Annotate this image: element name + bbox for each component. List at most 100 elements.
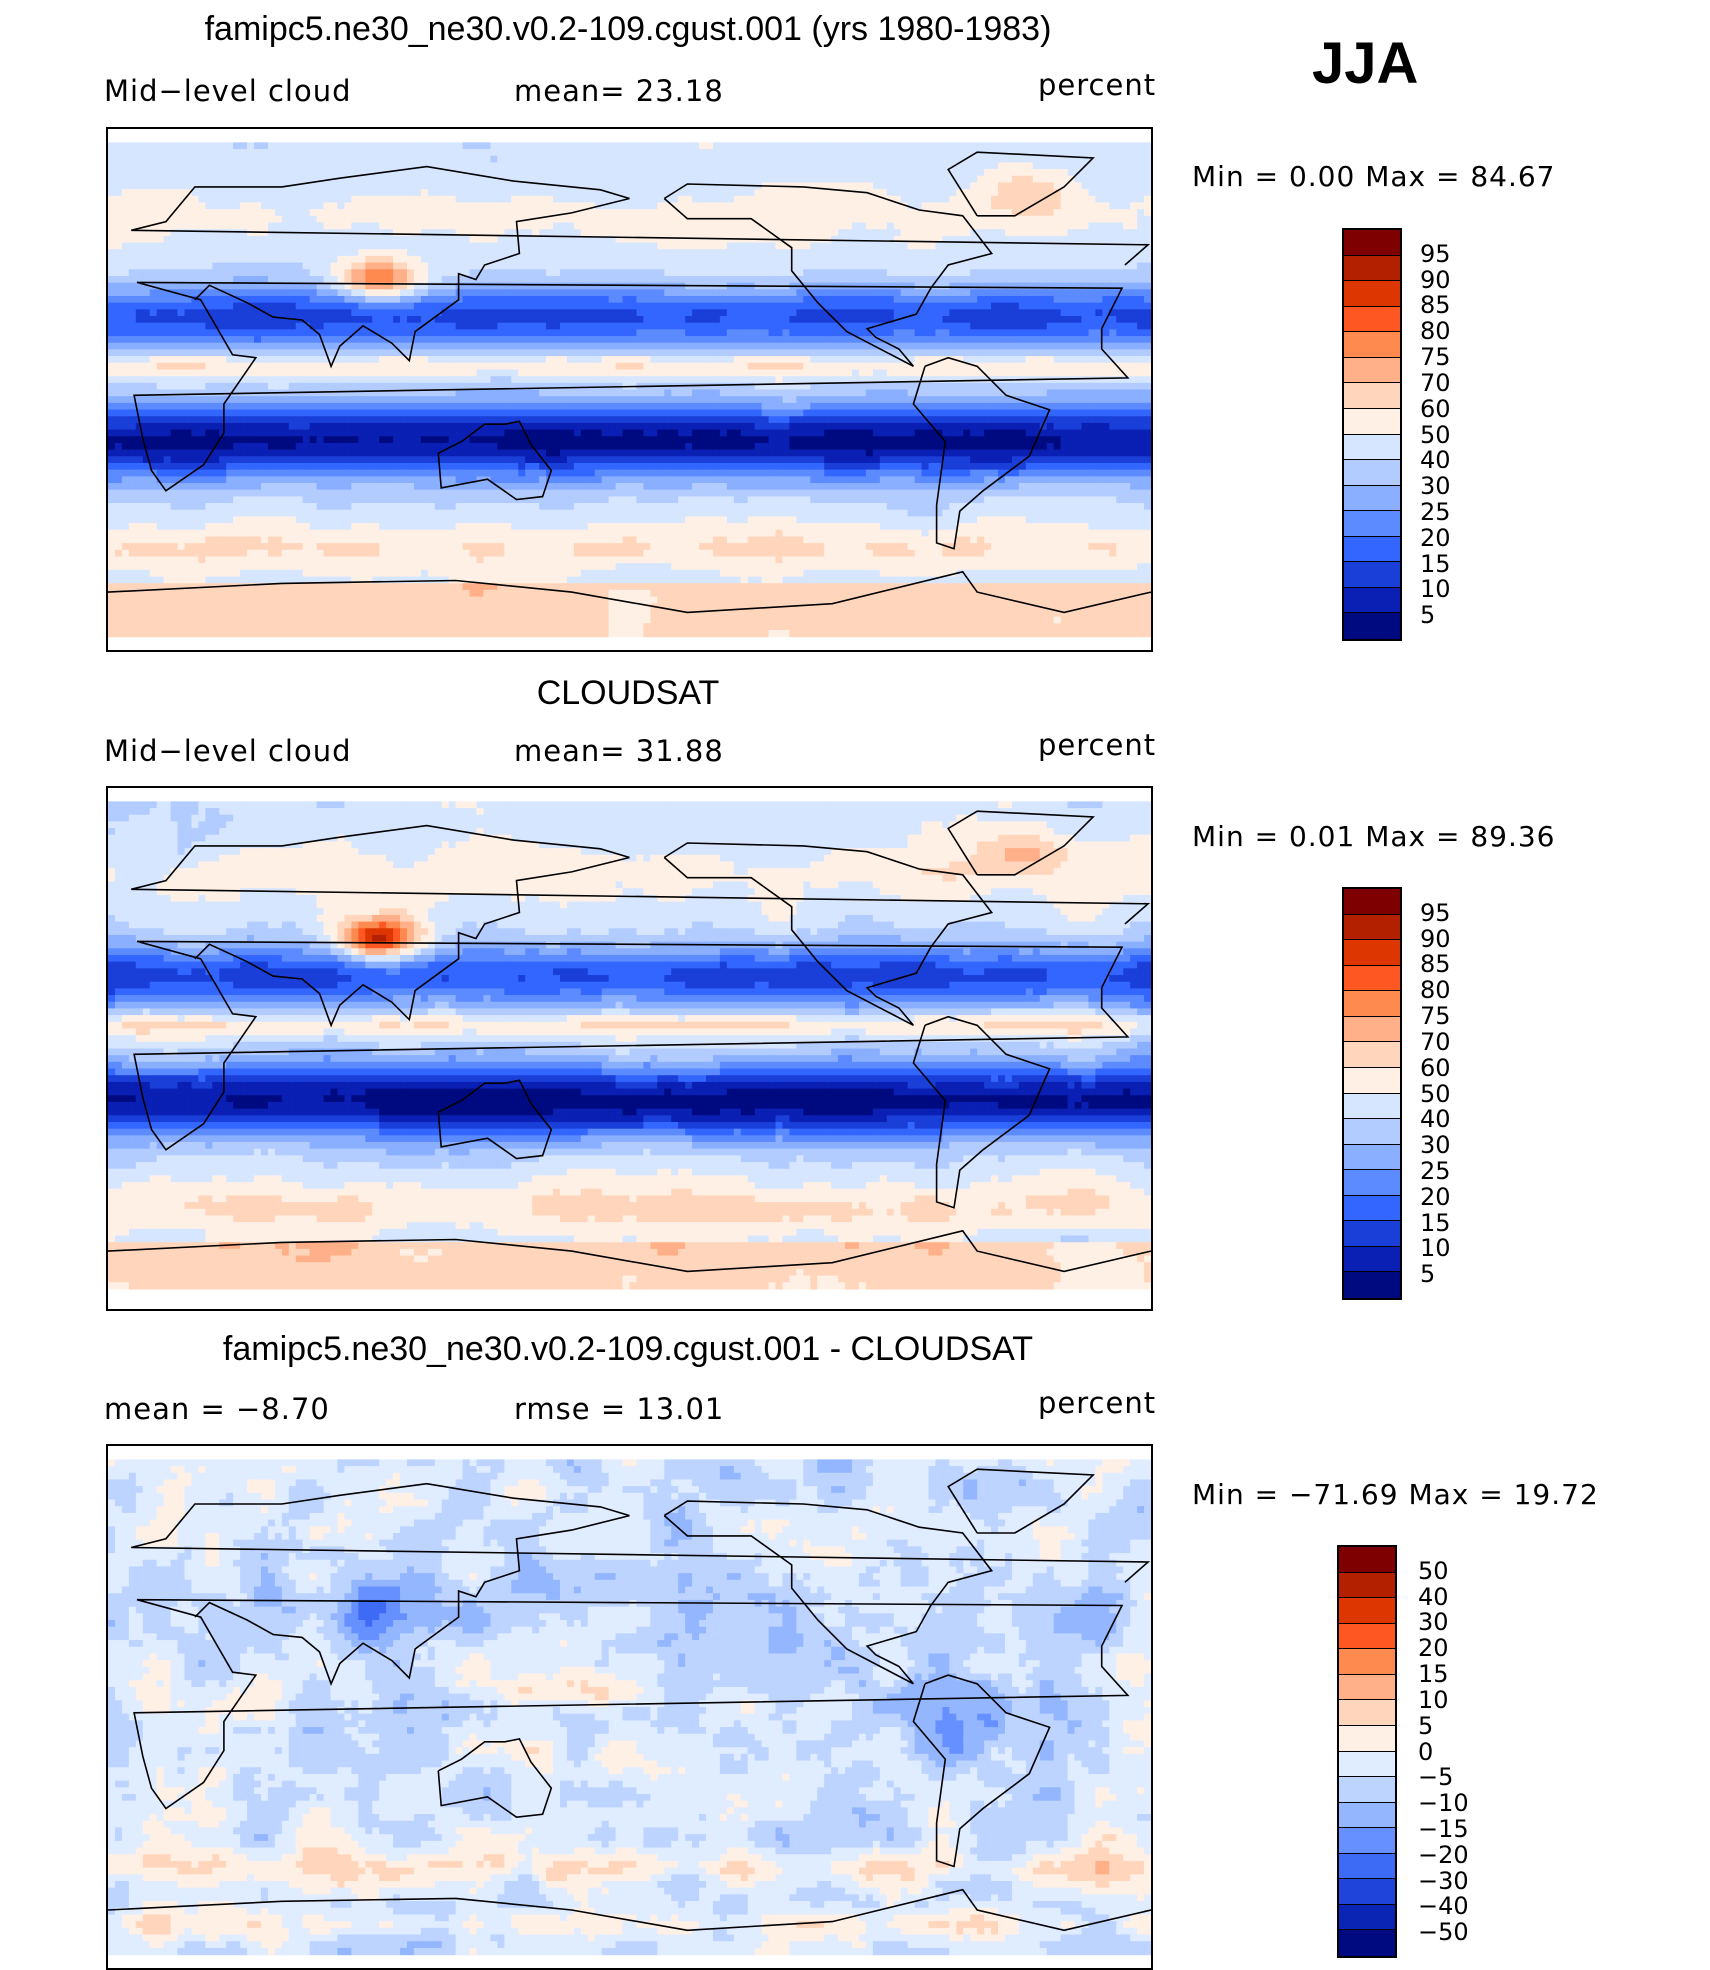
panel1-colorbar	[1342, 228, 1402, 641]
colorbar-segment	[1344, 1272, 1400, 1298]
colorbar-tick-label: 15	[1418, 1660, 1449, 1688]
colorbar-segment	[1344, 1017, 1400, 1043]
panel2-map	[106, 786, 1153, 1311]
colorbar-segment	[1339, 1598, 1395, 1624]
colorbar-segment	[1344, 511, 1400, 537]
colorbar-tick-label: 50	[1418, 1557, 1449, 1585]
panel2-title: CLOUDSAT	[0, 674, 1256, 713]
colorbar-segment	[1339, 1752, 1395, 1778]
colorbar-tick-label: 60	[1420, 1054, 1451, 1082]
colorbar-tick-label: 20	[1420, 524, 1451, 552]
colorbar-tick-label: 90	[1420, 266, 1451, 294]
colorbar-segment	[1344, 940, 1400, 966]
colorbar-segment	[1344, 358, 1400, 384]
panel1-map	[106, 127, 1153, 652]
colorbar-tick-label: 80	[1420, 317, 1451, 345]
colorbar-segment	[1344, 991, 1400, 1017]
colorbar-segment	[1344, 1221, 1400, 1247]
panel2-field	[108, 788, 1151, 1309]
colorbar-segment	[1344, 1042, 1400, 1068]
colorbar-tick-label: 75	[1420, 1002, 1451, 1030]
colorbar-tick-label: 75	[1420, 343, 1451, 371]
colorbar-segment	[1339, 1777, 1395, 1803]
colorbar-tick-label: 95	[1420, 240, 1451, 268]
colorbar-tick-label: 85	[1420, 950, 1451, 978]
panel3-title: famipc5.ne30_ne30.v0.2-109.cgust.001 - C…	[0, 1330, 1256, 1369]
colorbar-tick-label: −10	[1418, 1789, 1469, 1817]
colorbar-tick-label: 5	[1420, 601, 1435, 629]
panel2-units-label: percent	[1038, 728, 1156, 762]
colorbar-segment	[1344, 307, 1400, 333]
colorbar-segment	[1339, 1547, 1395, 1573]
colorbar-segment	[1339, 1726, 1395, 1752]
colorbar-segment	[1339, 1828, 1395, 1854]
colorbar-segment	[1344, 486, 1400, 512]
colorbar-tick-label: 30	[1418, 1608, 1449, 1636]
colorbar-tick-label: 5	[1418, 1712, 1433, 1740]
colorbar-segment	[1339, 1573, 1395, 1599]
panel3-field	[108, 1446, 1151, 1968]
colorbar-tick-label: 15	[1420, 1209, 1451, 1237]
colorbar-segment	[1339, 1879, 1395, 1905]
colorbar-segment	[1344, 613, 1400, 639]
panel1-field	[108, 129, 1151, 650]
colorbar-segment	[1339, 1649, 1395, 1675]
colorbar-segment	[1344, 966, 1400, 992]
colorbar-segment	[1339, 1803, 1395, 1829]
panel2-minmax: Min = 0.01 Max = 89.36	[1192, 820, 1556, 853]
colorbar-segment	[1339, 1905, 1395, 1931]
colorbar-tick-label: 30	[1420, 472, 1451, 500]
panel3-rmse-label: rmse = 13.01	[514, 1392, 724, 1426]
colorbar-segment	[1339, 1854, 1395, 1880]
colorbar-tick-label: −15	[1418, 1815, 1469, 1843]
colorbar-tick-label: 0	[1418, 1738, 1433, 1766]
colorbar-tick-label: 40	[1420, 1105, 1451, 1133]
panel1-title: famipc5.ne30_ne30.v0.2-109.cgust.001 (yr…	[0, 10, 1256, 49]
colorbar-segment	[1344, 383, 1400, 409]
colorbar-tick-label: 15	[1420, 550, 1451, 578]
panel3-mean-label: mean = −8.70	[104, 1392, 330, 1426]
colorbar-segment	[1339, 1930, 1395, 1956]
colorbar-tick-label: −40	[1418, 1892, 1469, 1920]
panel3-map	[106, 1444, 1153, 1970]
colorbar-segment	[1344, 256, 1400, 282]
panel1-minmax: Min = 0.00 Max = 84.67	[1192, 160, 1556, 193]
panel1-variable-label: Mid−level cloud	[104, 74, 352, 108]
colorbar-segment	[1344, 409, 1400, 435]
colorbar-segment	[1344, 332, 1400, 358]
colorbar-segment	[1344, 1094, 1400, 1120]
colorbar-tick-label: 50	[1420, 421, 1451, 449]
colorbar-segment	[1344, 915, 1400, 941]
colorbar-tick-label: 50	[1420, 1080, 1451, 1108]
colorbar-segment	[1344, 1068, 1400, 1094]
colorbar-segment	[1344, 1119, 1400, 1145]
colorbar-tick-label: 40	[1420, 446, 1451, 474]
colorbar-tick-label: −5	[1418, 1763, 1453, 1791]
panel2-variable-label: Mid−level cloud	[104, 734, 352, 768]
panel3-minmax: Min = −71.69 Max = 19.72	[1192, 1478, 1599, 1511]
colorbar-tick-label: 25	[1420, 1157, 1451, 1185]
colorbar-segment	[1339, 1675, 1395, 1701]
colorbar-tick-label: 60	[1420, 395, 1451, 423]
colorbar-tick-label: 10	[1420, 575, 1451, 603]
colorbar-segment	[1344, 562, 1400, 588]
colorbar-tick-label: −20	[1418, 1841, 1469, 1869]
colorbar-tick-label: −30	[1418, 1867, 1469, 1895]
panel3-colorbar	[1337, 1545, 1397, 1958]
colorbar-tick-label: 10	[1418, 1686, 1449, 1714]
colorbar-segment	[1344, 889, 1400, 915]
colorbar-tick-label: 95	[1420, 899, 1451, 927]
colorbar-tick-label: 70	[1420, 1028, 1451, 1056]
panel1-mean-label: mean= 23.18	[514, 74, 724, 108]
panel3-units-label: percent	[1038, 1386, 1156, 1420]
panel1-units-label: percent	[1038, 68, 1156, 102]
colorbar-tick-label: 40	[1418, 1583, 1449, 1611]
panel2-mean-label: mean= 31.88	[514, 734, 724, 768]
colorbar-segment	[1344, 281, 1400, 307]
colorbar-tick-label: 85	[1420, 291, 1451, 319]
colorbar-segment	[1344, 435, 1400, 461]
colorbar-segment	[1344, 1145, 1400, 1171]
colorbar-tick-label: 30	[1420, 1131, 1451, 1159]
colorbar-segment	[1344, 1196, 1400, 1222]
colorbar-segment	[1339, 1624, 1395, 1650]
